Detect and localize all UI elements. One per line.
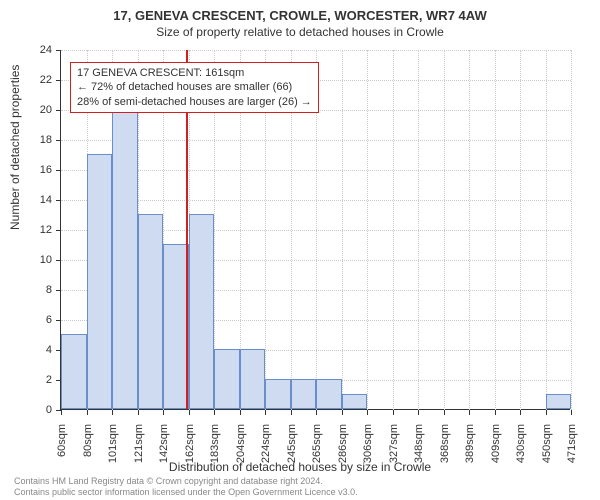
xtick-mark (316, 410, 317, 415)
xtick-label: 348sqm (413, 424, 425, 474)
grid-line-v (418, 50, 419, 410)
histogram-bar (291, 379, 317, 409)
xtick-label: 60sqm (56, 424, 68, 474)
grid-line-v (342, 50, 343, 410)
histogram-bar (240, 349, 266, 409)
xtick-mark (214, 410, 215, 415)
ytick-mark (56, 290, 61, 291)
ytick-label: 16 (22, 164, 52, 176)
ytick-label: 10 (22, 254, 52, 266)
ytick-label: 6 (22, 314, 52, 326)
ytick-label: 20 (22, 104, 52, 116)
histogram-bar (112, 109, 138, 409)
xtick-mark (291, 410, 292, 415)
credits-line-2: Contains public sector information licen… (14, 487, 358, 498)
grid-line-v (367, 50, 368, 410)
ytick-mark (56, 200, 61, 201)
xtick-mark (265, 410, 266, 415)
xtick-mark (546, 410, 547, 415)
histogram-bar (265, 379, 291, 409)
xtick-label: 368sqm (439, 424, 451, 474)
xtick-mark (163, 410, 164, 415)
xtick-mark (138, 410, 139, 415)
ytick-label: 8 (22, 284, 52, 296)
histogram-bar (163, 244, 189, 409)
credits: Contains HM Land Registry data © Crown c… (14, 476, 358, 498)
ytick-label: 24 (22, 44, 52, 56)
grid-line-v (393, 50, 394, 410)
xtick-label: 101sqm (107, 424, 119, 474)
xtick-mark (189, 410, 190, 415)
histogram-bar (546, 394, 572, 409)
xtick-label: 142sqm (158, 424, 170, 474)
xtick-mark (367, 410, 368, 415)
ytick-label: 18 (22, 134, 52, 146)
histogram-bar (189, 214, 215, 409)
xtick-mark (495, 410, 496, 415)
annotation-line-1: 17 GENEVA CRESCENT: 161sqm (77, 66, 312, 80)
ytick-label: 2 (22, 374, 52, 386)
ytick-mark (56, 80, 61, 81)
xtick-mark (444, 410, 445, 415)
xtick-label: 265sqm (311, 424, 323, 474)
ytick-mark (56, 230, 61, 231)
xtick-mark (87, 410, 88, 415)
histogram-bar (316, 379, 342, 409)
ytick-mark (56, 320, 61, 321)
ytick-label: 22 (22, 74, 52, 86)
annotation-box: 17 GENEVA CRESCENT: 161sqm ← 72% of deta… (70, 62, 319, 113)
ytick-label: 14 (22, 194, 52, 206)
histogram-bar (87, 154, 113, 409)
xtick-mark (571, 410, 572, 415)
xtick-label: 224sqm (260, 424, 272, 474)
grid-line-v (444, 50, 445, 410)
grid-line-v (495, 50, 496, 410)
xtick-label: 450sqm (541, 424, 553, 474)
title-sub: Size of property relative to detached ho… (0, 23, 600, 39)
xtick-label: 409sqm (490, 424, 502, 474)
y-axis-label: Number of detached properties (8, 65, 22, 230)
xtick-label: 327sqm (388, 424, 400, 474)
xtick-label: 183sqm (209, 424, 221, 474)
ytick-label: 12 (22, 224, 52, 236)
histogram-bar (342, 394, 368, 409)
xtick-label: 204sqm (235, 424, 247, 474)
ytick-mark (56, 140, 61, 141)
annotation-line-3: 28% of semi-detached houses are larger (… (77, 95, 312, 109)
grid-line-v (520, 50, 521, 410)
xtick-mark (342, 410, 343, 415)
xtick-label: 389sqm (464, 424, 476, 474)
grid-line-v (571, 50, 572, 410)
xtick-mark (393, 410, 394, 415)
grid-line-v (546, 50, 547, 410)
xtick-label: 430sqm (515, 424, 527, 474)
xtick-label: 286sqm (337, 424, 349, 474)
histogram-bar (214, 349, 240, 409)
ytick-label: 4 (22, 344, 52, 356)
xtick-label: 245sqm (286, 424, 298, 474)
credits-line-1: Contains HM Land Registry data © Crown c… (14, 476, 358, 487)
annotation-line-2: ← 72% of detached houses are smaller (66… (77, 80, 312, 94)
xtick-mark (469, 410, 470, 415)
ytick-mark (56, 50, 61, 51)
ytick-mark (56, 260, 61, 261)
xtick-label: 121sqm (133, 424, 145, 474)
xtick-mark (520, 410, 521, 415)
ytick-label: 0 (22, 404, 52, 416)
xtick-mark (112, 410, 113, 415)
ytick-mark (56, 110, 61, 111)
grid-line-v (469, 50, 470, 410)
xtick-label: 471sqm (566, 424, 578, 474)
histogram-bar (61, 334, 87, 409)
histogram-bar (138, 214, 164, 409)
xtick-mark (240, 410, 241, 415)
xtick-label: 306sqm (362, 424, 374, 474)
ytick-mark (56, 170, 61, 171)
xtick-label: 80sqm (82, 424, 94, 474)
xtick-label: 162sqm (184, 424, 196, 474)
title-main: 17, GENEVA CRESCENT, CROWLE, WORCESTER, … (0, 0, 600, 23)
xtick-mark (61, 410, 62, 415)
xtick-mark (418, 410, 419, 415)
